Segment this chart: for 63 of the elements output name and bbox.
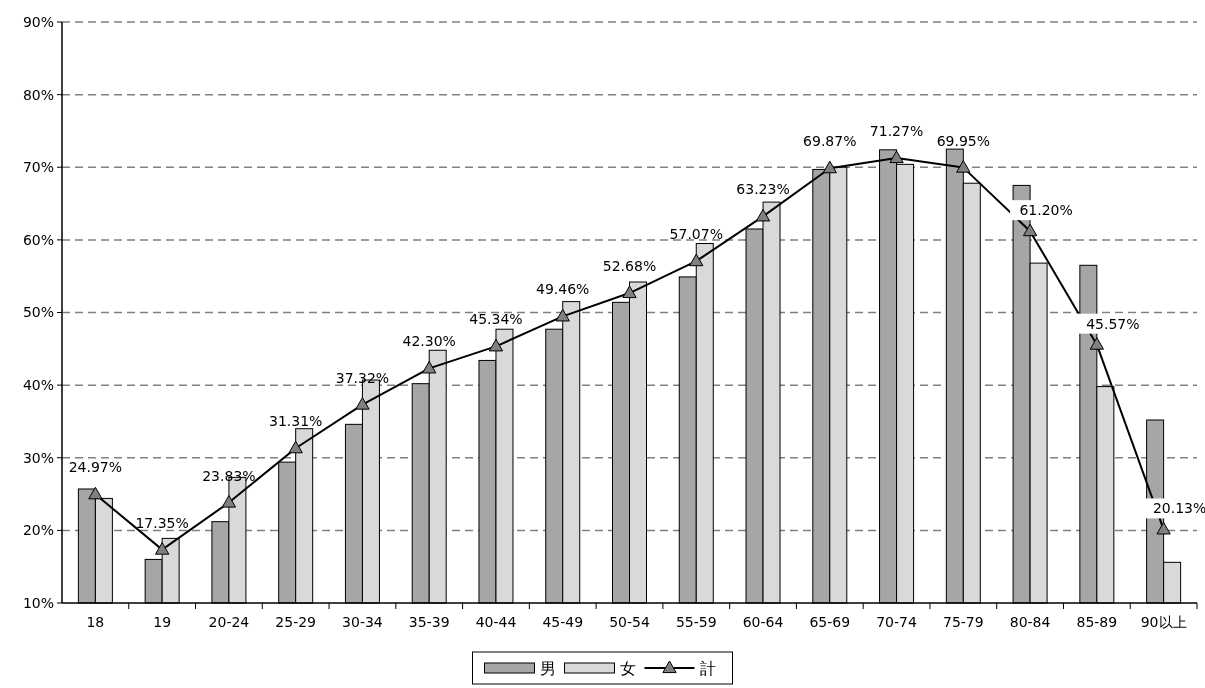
x-tick-label: 70-74 [876, 614, 917, 630]
point [889, 150, 904, 164]
data-label: 23.83% [202, 467, 256, 484]
point [355, 397, 370, 410]
point [689, 253, 704, 267]
legend-label: 計 [699, 658, 716, 678]
point [956, 160, 971, 173]
point [88, 486, 103, 500]
point [555, 308, 570, 322]
x-tick-label: 50-54 [609, 614, 650, 630]
point [755, 208, 771, 222]
data-label: 17.35% [135, 514, 189, 531]
y-tick-label: 40% [22, 377, 54, 394]
x-tick-label: 85-89 [1076, 614, 1118, 630]
y-tick-label: 10% [22, 594, 54, 611]
data-label: 52.68% [602, 258, 657, 275]
y-tick-label: 50% [22, 304, 54, 321]
x-tick-label: 20-24 [208, 614, 250, 630]
point [1022, 223, 1038, 237]
data-label: 42.30% [402, 333, 456, 350]
point [155, 542, 170, 555]
y-tick-label: 60% [22, 231, 54, 248]
data-label: 45.57% [1086, 315, 1140, 332]
data-label: 71.27% [869, 123, 924, 140]
data-label: 63.23% [736, 181, 790, 198]
x-tick-label: 60-64 [742, 614, 784, 630]
data-label: 24.97% [68, 459, 123, 476]
point [822, 160, 837, 174]
data-label: 61.20% [1019, 202, 1073, 219]
point [422, 360, 437, 374]
x-tick-label: 55-59 [675, 614, 717, 630]
y-tick-label: 90% [22, 13, 54, 30]
legend-label: 男 [539, 658, 556, 678]
x-tick-label: 45-49 [542, 614, 584, 630]
x-tick-label: 30-34 [342, 614, 383, 630]
data-label: 69.87% [803, 133, 857, 150]
data-label: 49.46% [536, 281, 590, 298]
y-tick-label: 30% [22, 449, 54, 466]
x-tick-label: 65-69 [809, 614, 851, 630]
y-tick-label: 80% [22, 86, 54, 103]
x-tick-label: 80-84 [1009, 614, 1051, 630]
point [488, 338, 504, 352]
data-label: 57.07% [669, 226, 723, 243]
data-label: 37.32% [335, 369, 390, 386]
x-tick-label: 90以上 [1140, 614, 1187, 630]
x-tick-label: 19 [153, 614, 172, 630]
point [288, 440, 303, 454]
x-tick-label: 35-39 [408, 614, 450, 630]
x-tick-label: 25-29 [275, 614, 317, 630]
data-label: 69.95% [936, 132, 991, 149]
data-label: 45.34% [469, 311, 523, 328]
y-tick-label: 20% [22, 522, 54, 539]
x-tick-label: 75-79 [942, 614, 984, 630]
point [1156, 521, 1171, 535]
x-tick-label: 18 [86, 614, 105, 630]
point [622, 285, 637, 299]
legend-label: 女 [619, 658, 636, 678]
y-tick-label: 70% [22, 159, 54, 176]
data-label: 20.13% [1152, 500, 1205, 517]
point [221, 495, 237, 508]
x-tick-label: 40-44 [475, 614, 517, 630]
data-label: 31.31% [268, 413, 323, 430]
point [1089, 337, 1104, 350]
